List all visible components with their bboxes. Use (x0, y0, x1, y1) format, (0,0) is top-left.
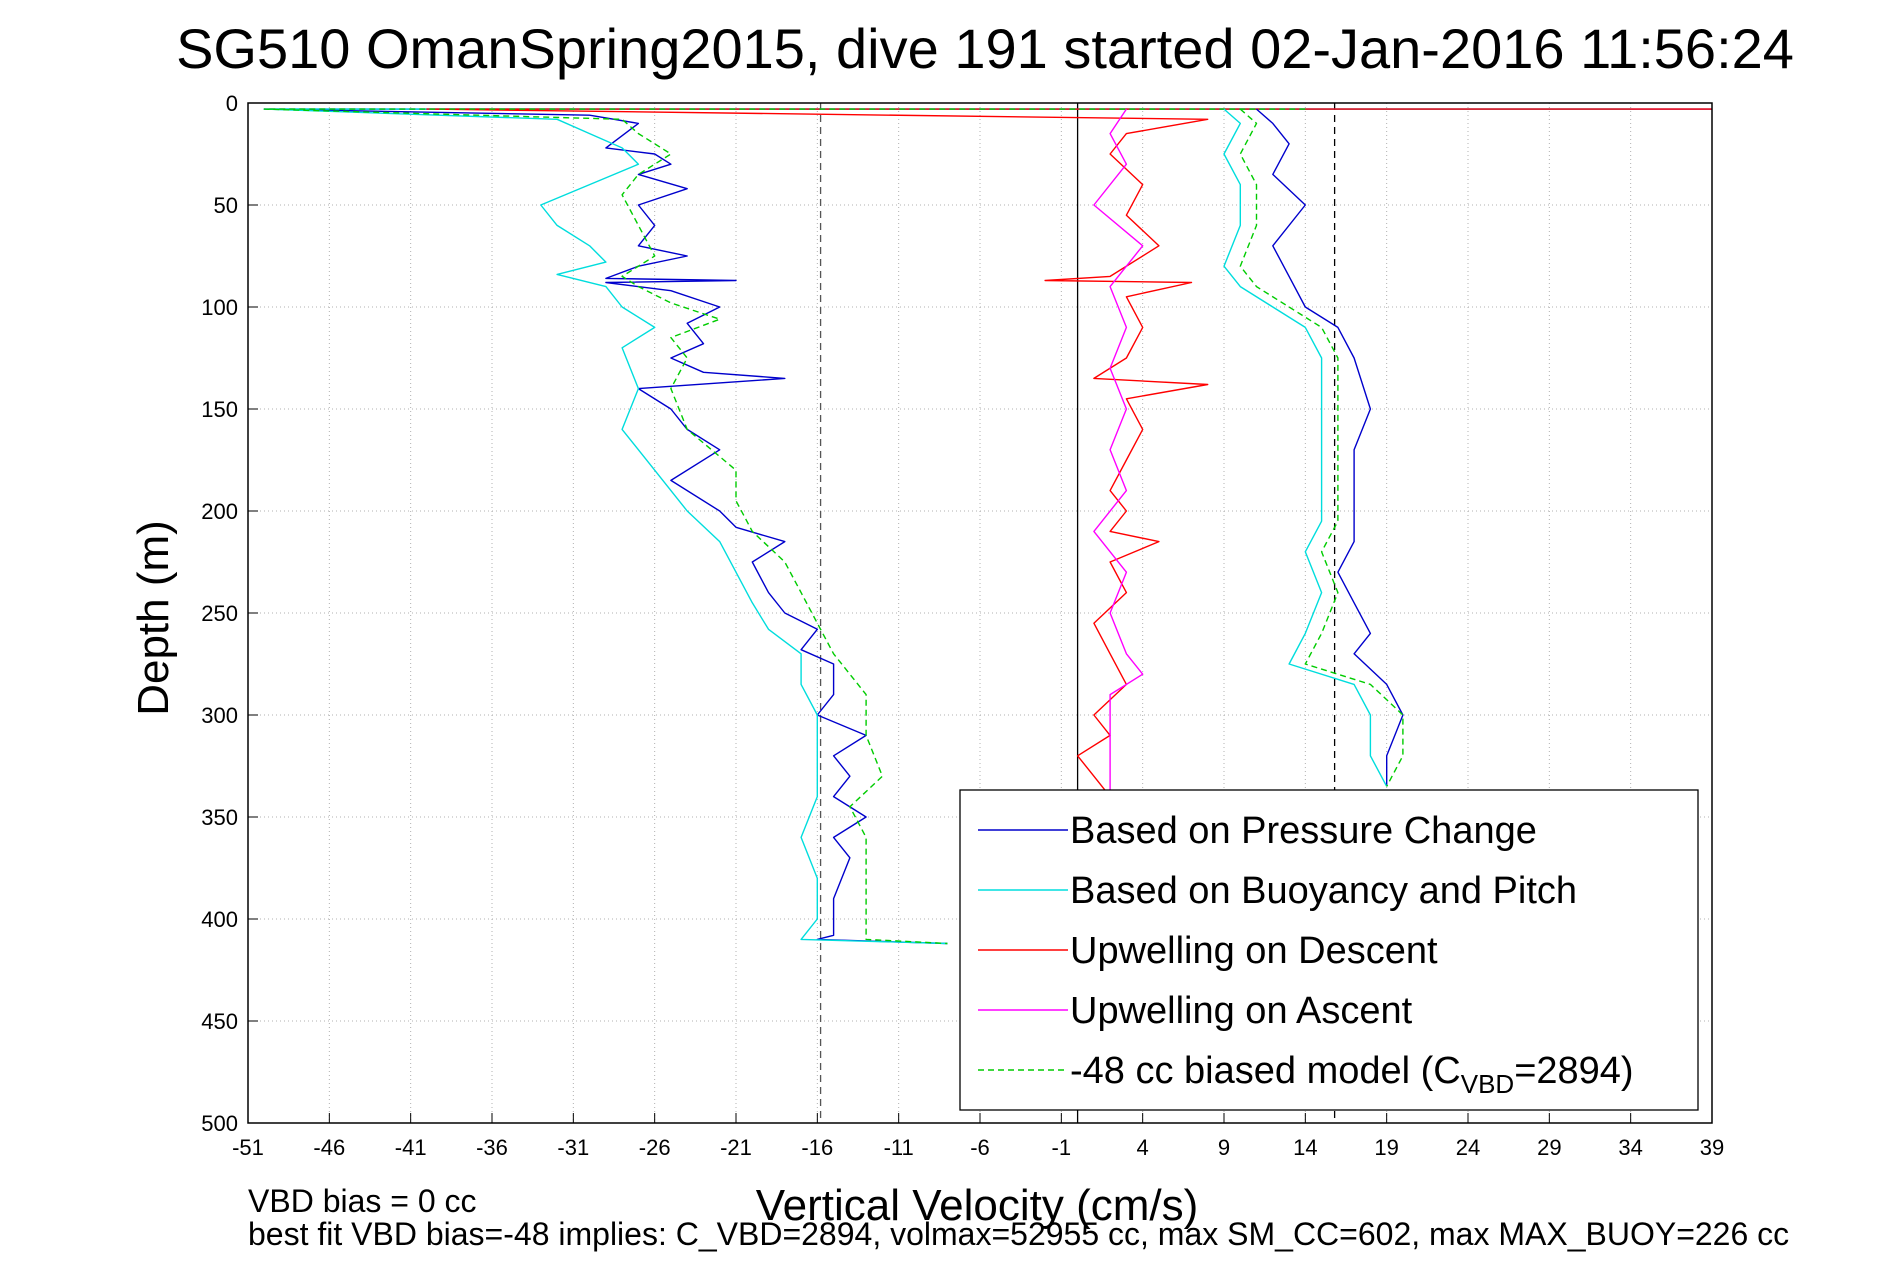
legend-label: Upwelling on Descent (1070, 930, 1438, 972)
y-axis-label: Depth (m) (129, 520, 178, 716)
x-tick-label: 4 (1137, 1135, 1149, 1160)
y-tick-label: 200 (201, 499, 238, 524)
y-tick-label: 100 (201, 295, 238, 320)
series-line-4 (263, 108, 1306, 945)
x-tick-label: 39 (1700, 1135, 1724, 1160)
y-axis-ticks: 0 50 100 150 200 250 300 350 400 450 500 (201, 91, 258, 1136)
y-tick-label: 400 (201, 907, 238, 932)
x-tick-label: -26 (639, 1135, 671, 1160)
x-tick-label: -6 (970, 1135, 990, 1160)
x-tick-label: 19 (1374, 1135, 1398, 1160)
legend-box (959, 789, 1699, 1111)
x-tick-label: -11 (884, 1135, 914, 1160)
x-tick-label: -21 (720, 1135, 752, 1160)
series-line-7 (1239, 108, 1404, 787)
y-tick-label: 450 (201, 1009, 238, 1034)
x-tick-label: -41 (395, 1135, 427, 1160)
series-line-3 (1093, 108, 1144, 797)
y-tick-label: 50 (214, 193, 238, 218)
x-tick-label: 34 (1618, 1135, 1642, 1160)
series-line-5 (1256, 108, 1404, 787)
x-tick-label: -46 (313, 1135, 345, 1160)
legend: Based on Pressure Change Based on Buoyanc… (959, 789, 1699, 1111)
legend-label: Upwelling on Ascent (1070, 990, 1413, 1032)
x-tick-label: -31 (557, 1135, 589, 1160)
footer-line-2: best fit VBD bias=-48 implies: C_VBD=289… (248, 1216, 1789, 1252)
x-tick-label: -36 (476, 1135, 508, 1160)
chart-title: SG510 OmanSpring2015, dive 191 started 0… (176, 17, 1794, 80)
x-axis-ticks: -51 -46 -41 -36 -31 -26 -21 -16 -11 -6 -1 4 9 14 19 24 2… (232, 1113, 1724, 1160)
y-tick-label: 500 (201, 1111, 238, 1136)
series-line-6 (1223, 108, 1388, 787)
x-tick-label: 14 (1293, 1135, 1317, 1160)
series-line-0 (263, 108, 1712, 945)
y-tick-label: 250 (201, 601, 238, 626)
x-tick-label: 9 (1218, 1135, 1230, 1160)
legend-label: Based on Buoyancy and Pitch (1070, 870, 1577, 912)
legend-label: -48 cc biased model (CVBD=2894) (1070, 1050, 1634, 1099)
x-tick-label: -1 (1052, 1135, 1072, 1160)
series-line-1 (263, 108, 1631, 945)
x-axis-label: Vertical Velocity (cm/s) (756, 1181, 1199, 1230)
y-tick-label: 350 (201, 805, 238, 830)
y-tick-label: 300 (201, 703, 238, 728)
x-tick-label: 24 (1456, 1135, 1480, 1160)
legend-label: Based on Pressure Change (1070, 810, 1537, 852)
footer-line-1: VBD bias = 0 cc (248, 1183, 477, 1219)
x-tick-label: 29 (1537, 1135, 1561, 1160)
y-tick-label: 150 (201, 397, 238, 422)
x-tick-label: -51 (232, 1135, 264, 1160)
series-line-2 (426, 108, 1712, 798)
series-layer (263, 108, 1712, 945)
y-tick-label: 0 (226, 91, 238, 116)
x-tick-label: -16 (801, 1135, 833, 1160)
